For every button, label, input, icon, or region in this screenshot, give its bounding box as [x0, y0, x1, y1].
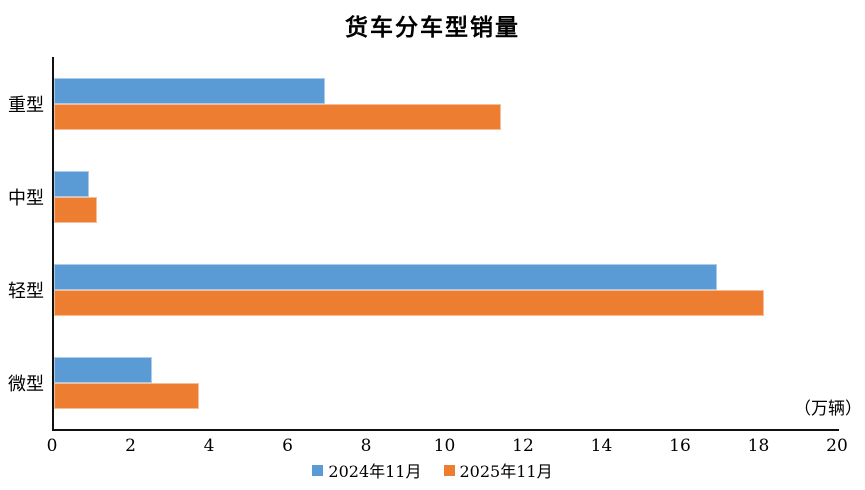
- bar-series0-cat1: [54, 170, 90, 197]
- x-tick-label-6: 6: [282, 436, 293, 456]
- bar-group-3: [54, 356, 839, 409]
- x-tick-label-18: 18: [747, 436, 770, 456]
- bar-series1-cat0: [54, 103, 502, 130]
- plot-area: [52, 57, 839, 431]
- bar-group-2: [54, 263, 839, 316]
- bar-series1-cat3: [54, 382, 200, 409]
- bar-series0-cat3: [54, 356, 153, 383]
- bar-group-0: [54, 77, 839, 130]
- category-label-1: 中型: [8, 187, 44, 209]
- category-label-2: 轻型: [8, 280, 44, 302]
- legend-item-1: 2025年11月: [443, 458, 553, 482]
- category-band-1: [54, 150, 839, 243]
- legend-label-1: 2025年11月: [459, 462, 553, 481]
- axis-unit-label: （万辆）: [794, 399, 862, 419]
- bar-series1-cat2: [54, 289, 765, 316]
- category-band-0: [54, 57, 839, 150]
- x-tick-label-0: 0: [46, 436, 58, 456]
- legend-item-0: 2024年11月: [312, 458, 422, 482]
- x-tick-label-8: 8: [360, 436, 372, 456]
- x-tick-label-20: 20: [826, 436, 848, 456]
- legend-label-0: 2024年11月: [328, 462, 422, 481]
- x-tick-label-16: 16: [669, 436, 691, 456]
- x-tick-label-14: 14: [590, 436, 613, 456]
- x-tick-label-12: 12: [512, 436, 534, 456]
- chart-title: 货车分车型销量: [345, 14, 520, 41]
- legend-swatch-0: [312, 464, 324, 476]
- x-tick-label-10: 10: [433, 436, 456, 456]
- bar-series1-cat1: [54, 196, 98, 223]
- category-label-3: 微型: [8, 373, 44, 395]
- category-label-0: 重型: [8, 94, 44, 116]
- x-tick-label-2: 2: [125, 436, 136, 456]
- x-tick-label-4: 4: [203, 436, 215, 456]
- bar-series0-cat0: [54, 77, 325, 104]
- y-axis-labels: 重型 中型 轻型 微型: [0, 57, 44, 429]
- category-band-3: [54, 336, 839, 429]
- category-band-2: [54, 243, 839, 336]
- bar-group-1: [54, 170, 839, 223]
- legend: 2024年11月 2025年11月: [0, 458, 865, 482]
- legend-swatch-1: [443, 464, 455, 476]
- x-axis-ticks: 0 2 4 6 8 10 12 14 16 18 20: [47, 436, 848, 460]
- bar-series0-cat2: [54, 263, 718, 290]
